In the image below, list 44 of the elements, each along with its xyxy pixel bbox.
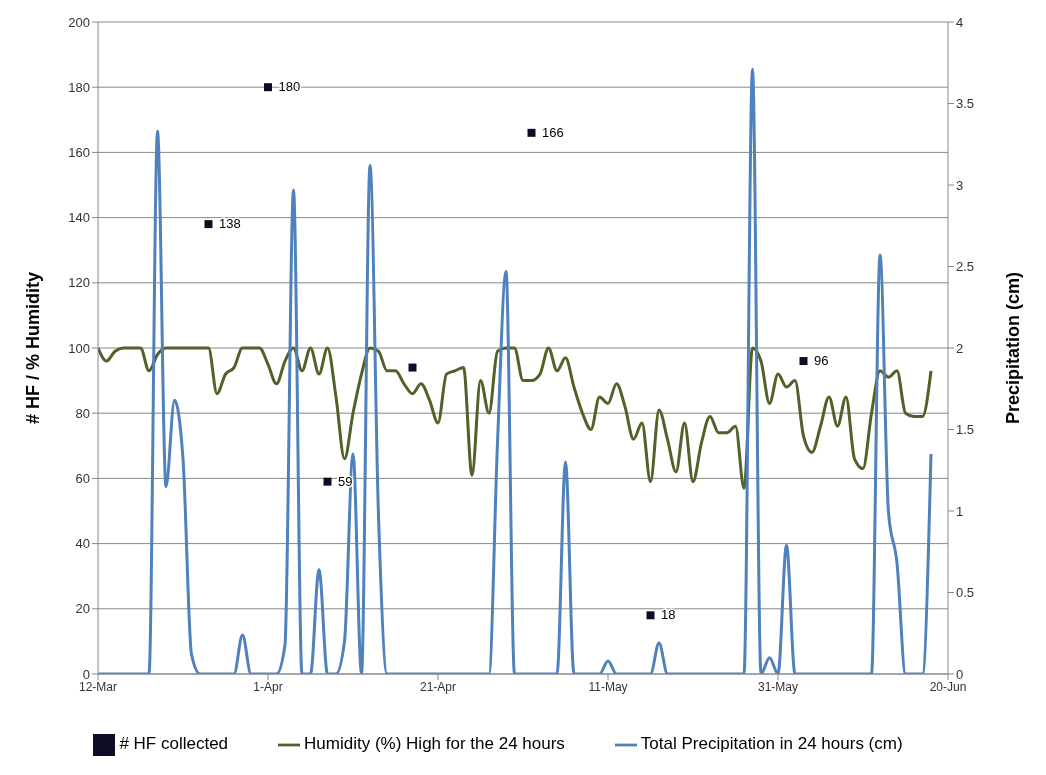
point [204,220,213,229]
point [646,611,655,620]
point [527,128,536,137]
y-tick-label: 80 [75,405,90,421]
data-label: 18 [661,607,676,623]
legend-label: Humidity (%) High for the 24 hours [304,734,565,754]
y2-tick-label: 1 [956,503,964,519]
y-tick-label: 100 [68,340,90,356]
y-tick-label: 40 [75,536,90,552]
y-tick-label: 200 [68,14,90,30]
y2-tick-label: 2.5 [956,259,975,275]
y-tick-label: 0 [82,666,90,682]
point [799,357,808,366]
y2-tick-label: 3.5 [956,96,975,112]
y-tick-label: 160 [68,145,90,161]
x-tick-label: 12-Mar [78,679,118,694]
y-tick-label: 60 [75,471,90,487]
data-label: 96 [814,353,829,369]
x-tick-label: 21-Apr [419,679,457,694]
y2-axis-title: Precipitation (cm) [1003,271,1024,425]
data-label: 166 [542,124,564,140]
y-tick-label: 20 [75,601,90,617]
y-axis-title: # HF / % Humidity [23,271,44,425]
y2-tick-label: 2 [956,340,964,356]
y2-tick-label: 0.5 [956,585,975,601]
y2-tick-label: 3 [956,177,964,193]
y2-tick-label: 1.5 [956,422,975,438]
legend-label: # HF collected [119,734,229,754]
x-tick-label: 11-May [588,679,628,694]
y2-tick-label: 4 [956,14,964,30]
y-tick-label: 120 [68,275,90,291]
x-tick-label: 31-May [757,679,799,694]
x-tick-label: 1-Apr [253,679,283,694]
y-tick-label: 140 [68,210,90,226]
x-tick-label: 20-Jun [929,679,967,694]
y2-tick-label: 0 [956,666,964,682]
data-label: 138 [219,216,241,232]
point [264,83,272,92]
point [408,363,417,372]
data-label: 180 [278,79,301,95]
line-series [98,346,933,490]
y-tick-label: 180 [68,79,90,95]
point [323,477,332,486]
legend-label: Total Precipitation in 24 hours (cm) [640,734,903,754]
